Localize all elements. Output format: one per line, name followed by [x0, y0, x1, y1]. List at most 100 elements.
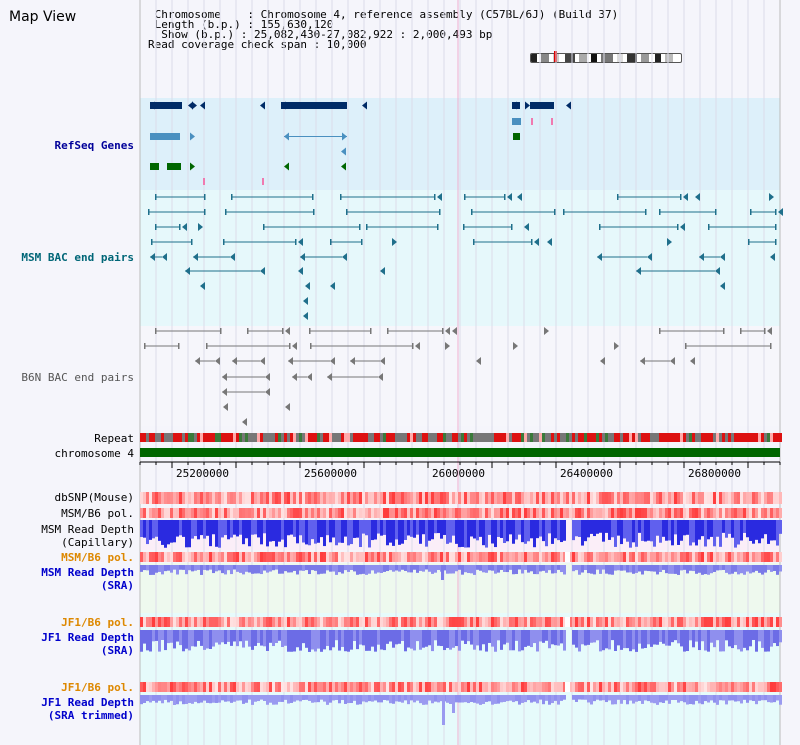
gene-block [150, 163, 159, 170]
depth-bar [458, 695, 461, 703]
heat-cell [158, 552, 161, 562]
repeat-segment [431, 433, 434, 442]
feature-arrow [303, 312, 308, 320]
depth-bar [203, 520, 206, 539]
heat-cell [467, 682, 470, 692]
bac-end [247, 328, 249, 334]
depth-bar [557, 565, 560, 570]
heat-cell [758, 508, 761, 518]
heat-cell [215, 492, 218, 504]
heat-cell [326, 552, 329, 562]
depth-bar [437, 565, 440, 571]
depth-bar [761, 565, 764, 575]
depth-bar [152, 565, 155, 575]
heat-cell [179, 552, 182, 562]
depth-bar [752, 520, 755, 544]
heat-cell [164, 508, 167, 518]
depth-bar [449, 695, 452, 704]
heat-cell [512, 552, 515, 562]
heat-cell [413, 682, 416, 692]
heat-cell [341, 617, 344, 627]
heat-cell [143, 617, 146, 627]
heat-cell [416, 617, 419, 627]
ideogram-band [665, 54, 673, 62]
heat-cell [500, 492, 503, 504]
depth-bar [755, 695, 758, 705]
depth-bar [170, 520, 173, 543]
depth-bar [218, 520, 221, 548]
heat-cell [752, 508, 755, 518]
repeat-segment [341, 433, 344, 442]
heat-cell [395, 492, 398, 504]
heat-cell [440, 617, 443, 627]
depth-bar [533, 695, 536, 702]
repeat-segment [422, 433, 425, 442]
heat-cell [662, 682, 665, 692]
heat-cell [761, 617, 764, 627]
label-dbsnp: dbSNP(Mouse) [54, 491, 134, 504]
heat-cell [302, 508, 305, 518]
heat-cell [632, 552, 635, 562]
repeat-segment [440, 433, 443, 442]
bac-end [770, 343, 772, 349]
heat-cell [632, 492, 635, 504]
depth-bar [644, 565, 647, 571]
depth-bar [779, 520, 782, 534]
repeat-segment [701, 433, 704, 442]
repeat-segment [158, 433, 161, 442]
repeat-segment [587, 433, 590, 442]
depth-bar [674, 565, 677, 574]
repeat-segment [155, 433, 158, 442]
heat-cell [170, 552, 173, 562]
depth-bar [389, 565, 392, 571]
depth-bar [752, 630, 755, 640]
depth-bar [602, 695, 605, 701]
heat-cell [383, 682, 386, 692]
heat-cell [701, 552, 704, 562]
heat-cell [458, 552, 461, 562]
repeat-segment [536, 433, 539, 442]
heat-cell [230, 682, 233, 692]
depth-bar [668, 565, 671, 574]
heat-cell [251, 682, 254, 692]
depth-bar [419, 695, 422, 704]
depth-bar [248, 520, 251, 547]
heat-cell [431, 682, 434, 692]
heat-cell [395, 508, 398, 518]
repeat-segment [515, 433, 518, 442]
heat-cell [389, 617, 392, 627]
gene-block [530, 102, 554, 109]
heat-cell [224, 552, 227, 562]
repeat-segment [356, 433, 359, 442]
bac-end [144, 343, 146, 349]
depth-bar [563, 630, 566, 651]
heat-cell [155, 682, 158, 692]
depth-bar [344, 565, 347, 571]
heat-cell [425, 492, 428, 504]
depth-bar [449, 520, 452, 543]
heat-cell [431, 552, 434, 562]
heat-cell [701, 492, 704, 504]
heat-cell [593, 617, 596, 627]
heat-cell [143, 508, 146, 518]
depth-bar [470, 695, 473, 703]
depth-bar [275, 565, 278, 570]
depth-bar [317, 630, 320, 649]
heat-cell [353, 508, 356, 518]
repeat-segment [767, 433, 770, 442]
label-msm-depth-sra: MSM Read Depth (SRA) [41, 566, 134, 592]
repeat-segment [404, 433, 407, 442]
depth-bar [692, 695, 695, 705]
heat-cell [638, 682, 641, 692]
heat-cell [740, 492, 743, 504]
heat-cell [509, 508, 512, 518]
depth-bar [368, 695, 371, 702]
depth-bar [701, 565, 704, 575]
label-msm-depth-capillary-l2: (Capillary) [61, 536, 134, 549]
depth-bar [449, 565, 452, 574]
heat-cell [233, 492, 236, 504]
heat-cell [464, 552, 467, 562]
heat-cell [755, 492, 758, 504]
repeat-segment [617, 433, 620, 442]
page-title: Map View [9, 9, 77, 25]
